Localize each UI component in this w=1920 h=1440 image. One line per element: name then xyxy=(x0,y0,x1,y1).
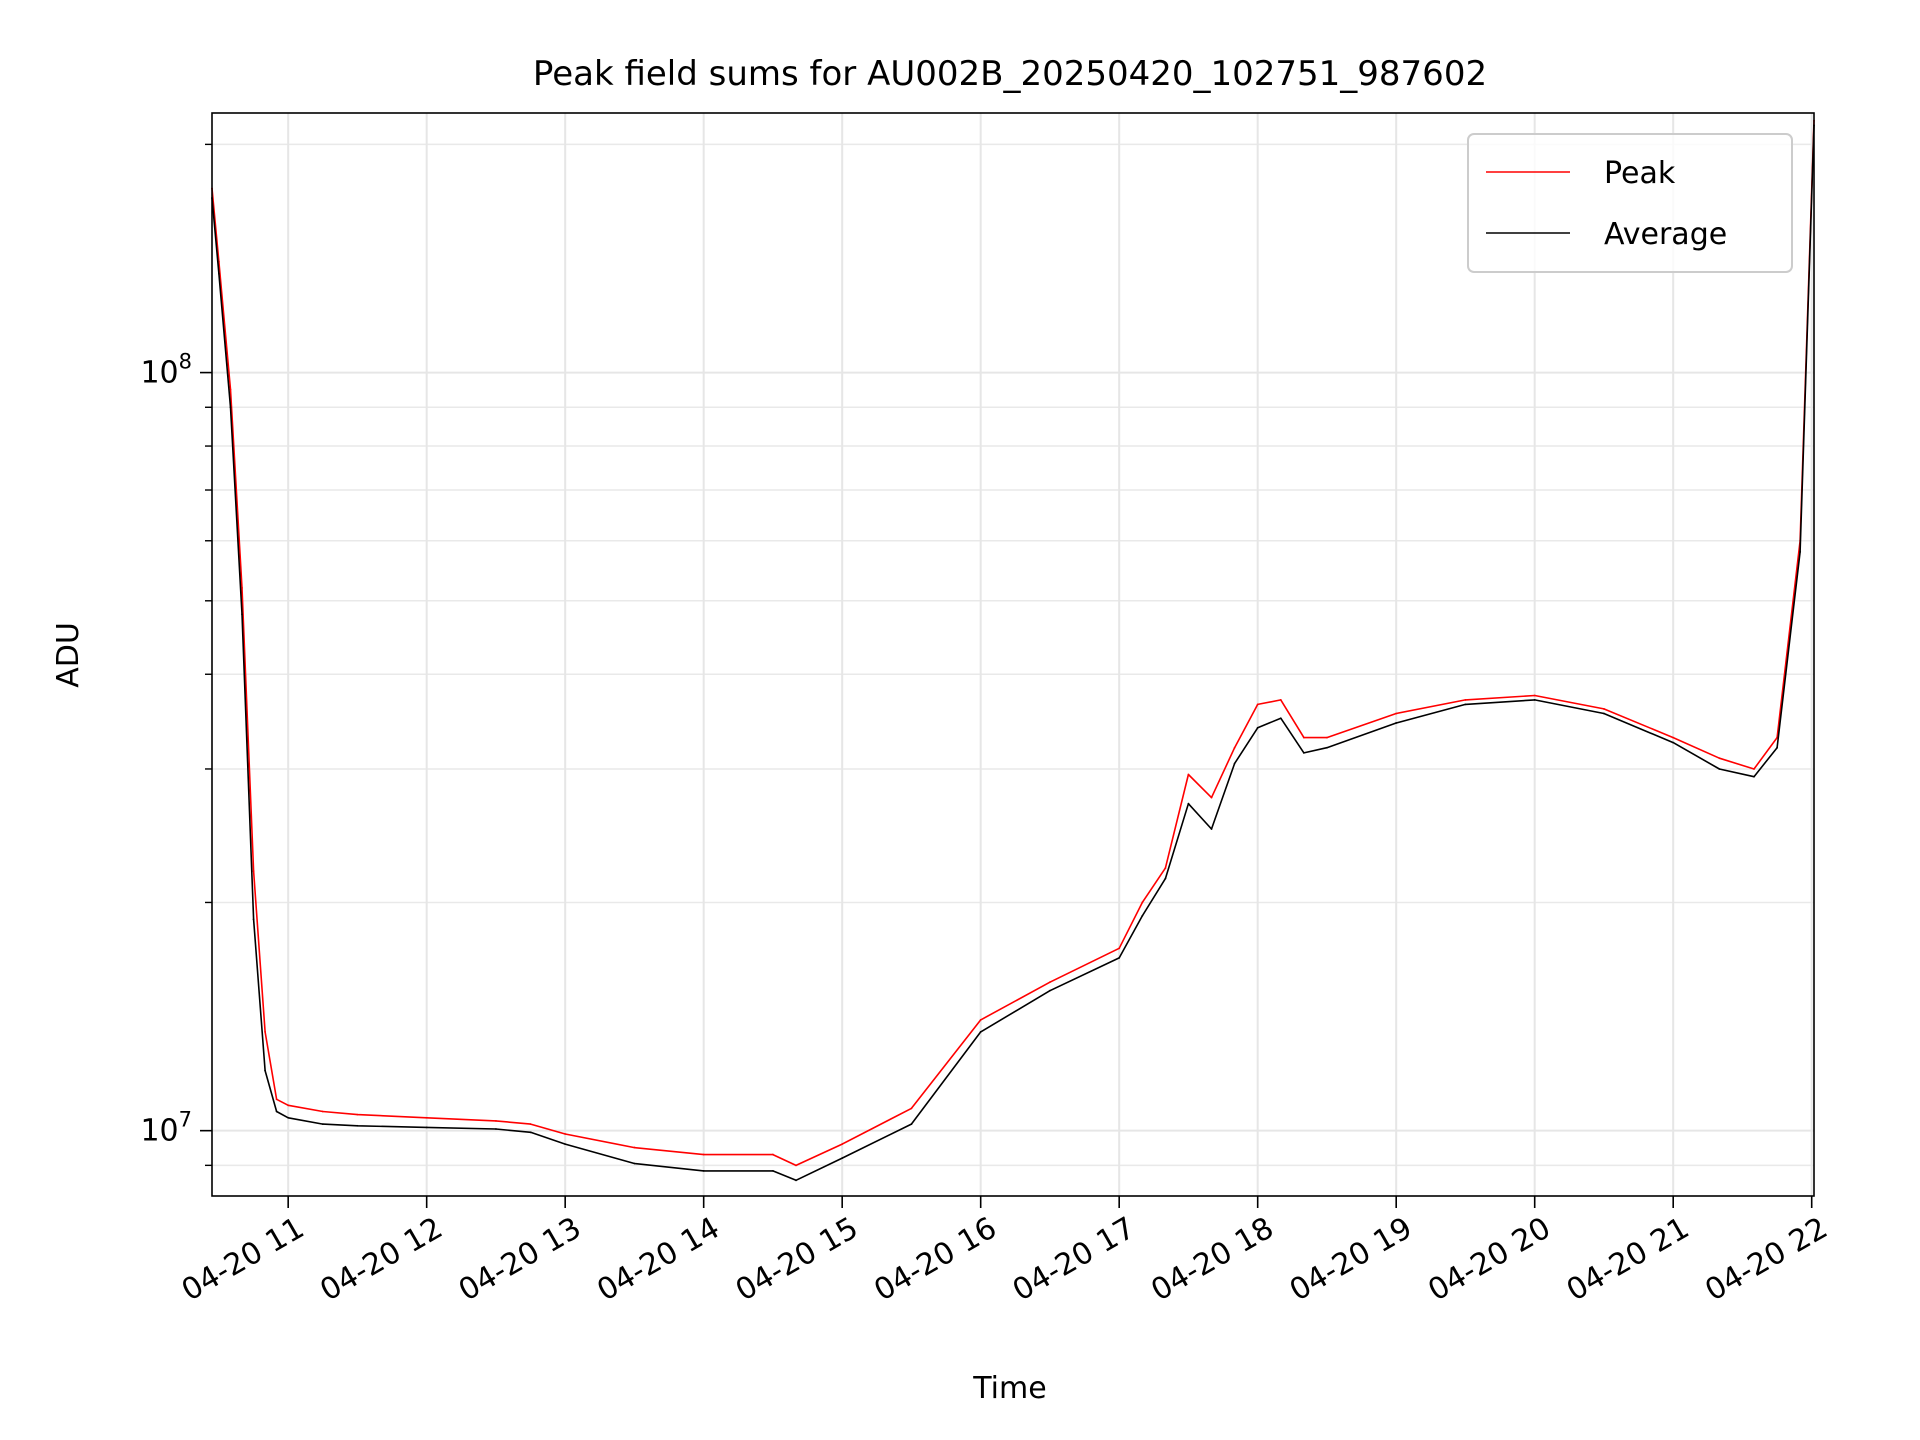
data-point xyxy=(1776,746,1778,749)
data-point xyxy=(841,1157,844,1160)
data-point xyxy=(1187,802,1190,805)
data-point xyxy=(529,1123,532,1126)
data-point xyxy=(1256,703,1259,706)
data-point xyxy=(1395,712,1398,715)
data-point xyxy=(1141,914,1144,917)
data-point xyxy=(702,1169,705,1172)
legend-label-average: Average xyxy=(1604,217,1727,252)
data-point xyxy=(795,1164,797,1167)
data-point xyxy=(910,1123,913,1126)
chart-title: Peak field sums for AU002B_20250420_1027… xyxy=(533,54,1487,94)
series-layer xyxy=(211,119,1815,1182)
data-point xyxy=(1533,699,1536,701)
series-average xyxy=(211,124,1815,1182)
data-point xyxy=(495,1128,497,1130)
data-point xyxy=(264,1030,266,1033)
data-point xyxy=(1049,981,1051,984)
data-point xyxy=(979,1018,982,1021)
data-point xyxy=(1187,773,1190,776)
y-axis-label: ADU xyxy=(51,622,86,688)
data-point xyxy=(252,870,255,872)
data-point xyxy=(1533,694,1536,697)
x-axis-label: Time xyxy=(972,1371,1046,1406)
data-point xyxy=(979,1030,982,1033)
legend-box xyxy=(1467,133,1793,273)
data-point xyxy=(275,1110,278,1113)
plot-frame xyxy=(211,112,1815,1197)
y-tick-label: 107 xyxy=(140,1108,192,1149)
data-point xyxy=(1279,699,1282,701)
legend: Peak Average xyxy=(1467,133,1793,273)
data-point xyxy=(1118,957,1121,959)
major-grid xyxy=(212,113,1814,1196)
data-point xyxy=(1210,796,1213,799)
data-point xyxy=(910,1107,913,1110)
data-point xyxy=(1799,551,1802,553)
data-point xyxy=(1141,901,1144,904)
data-point xyxy=(264,1069,266,1072)
data-point xyxy=(1302,752,1305,754)
legend-label-peak: Peak xyxy=(1604,156,1676,191)
series-line-peak xyxy=(211,120,1815,1167)
data-point xyxy=(702,1153,705,1156)
data-point xyxy=(275,1098,278,1101)
data-point xyxy=(564,1133,567,1135)
data-point xyxy=(1603,708,1605,710)
data-point xyxy=(495,1120,497,1122)
data-point xyxy=(1233,762,1236,765)
data-point xyxy=(1118,947,1121,950)
data-point xyxy=(252,918,255,921)
series-line-average xyxy=(211,125,1815,1182)
data-point xyxy=(1718,757,1721,760)
data-point xyxy=(425,1126,428,1129)
data-point xyxy=(1753,775,1755,778)
data-point xyxy=(1718,768,1721,770)
data-point xyxy=(1672,736,1675,739)
data-point xyxy=(287,1116,290,1119)
data-point xyxy=(1464,699,1467,701)
data-point xyxy=(1326,746,1328,749)
data-point xyxy=(1326,736,1328,739)
data-point xyxy=(529,1131,532,1134)
data-point xyxy=(356,1124,359,1127)
data-point xyxy=(633,1162,636,1165)
data-point xyxy=(1279,717,1282,720)
data-point xyxy=(218,272,220,275)
data-point xyxy=(229,406,232,409)
data-point xyxy=(1753,768,1755,770)
data-point xyxy=(633,1146,636,1149)
data-point xyxy=(564,1143,567,1146)
data-point xyxy=(1233,746,1236,749)
data-point xyxy=(1210,828,1213,830)
data-point xyxy=(1164,877,1167,880)
data-point xyxy=(1164,867,1167,870)
data-point xyxy=(772,1169,774,1172)
data-point xyxy=(772,1153,774,1156)
data-point xyxy=(1672,741,1675,744)
data-point xyxy=(841,1143,844,1146)
data-point xyxy=(1049,989,1051,992)
data-point xyxy=(1603,712,1605,715)
data-point xyxy=(1302,736,1305,739)
data-point xyxy=(425,1116,428,1119)
data-point xyxy=(241,613,243,616)
data-point xyxy=(1464,703,1467,706)
data-point xyxy=(229,388,232,391)
data-point xyxy=(795,1179,797,1182)
data-point xyxy=(1256,726,1259,729)
data-point xyxy=(321,1110,324,1113)
data-point xyxy=(241,586,243,589)
data-point xyxy=(1395,722,1398,724)
data-point xyxy=(287,1104,290,1107)
data-point xyxy=(356,1113,359,1116)
data-point xyxy=(321,1123,324,1126)
